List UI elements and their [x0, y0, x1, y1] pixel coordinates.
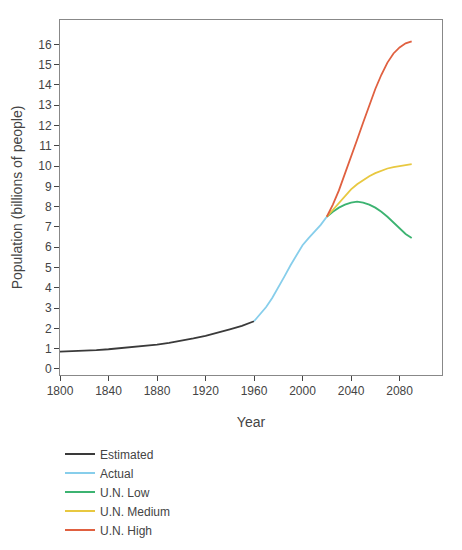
svg-text:1920: 1920 — [192, 384, 219, 398]
svg-text:Population (billions of people: Population (billions of people) — [9, 106, 25, 290]
svg-text:U.N. High: U.N. High — [100, 524, 152, 538]
svg-text:Year: Year — [237, 414, 266, 430]
svg-text:U.N. Medium: U.N. Medium — [100, 505, 170, 519]
svg-text:13: 13 — [38, 98, 52, 112]
svg-text:U.N. Low: U.N. Low — [100, 486, 150, 500]
svg-text:16: 16 — [38, 38, 52, 52]
svg-text:4: 4 — [45, 281, 52, 295]
svg-text:Estimated: Estimated — [100, 448, 153, 462]
svg-text:2000: 2000 — [289, 384, 316, 398]
svg-text:2040: 2040 — [338, 384, 365, 398]
svg-text:9: 9 — [45, 180, 52, 194]
svg-text:10: 10 — [38, 159, 52, 173]
svg-text:1: 1 — [45, 342, 52, 356]
svg-text:2080: 2080 — [386, 384, 413, 398]
svg-text:7: 7 — [45, 220, 52, 234]
svg-text:8: 8 — [45, 200, 52, 214]
svg-text:14: 14 — [38, 78, 52, 92]
svg-text:1880: 1880 — [144, 384, 171, 398]
svg-text:1800: 1800 — [47, 384, 74, 398]
svg-text:12: 12 — [38, 119, 52, 133]
svg-text:15: 15 — [38, 58, 52, 72]
svg-text:0: 0 — [45, 362, 52, 376]
svg-text:5: 5 — [45, 261, 52, 275]
svg-text:1840: 1840 — [95, 384, 122, 398]
svg-text:3: 3 — [45, 301, 52, 315]
svg-text:Actual: Actual — [100, 467, 133, 481]
svg-text:2: 2 — [45, 322, 52, 336]
svg-text:6: 6 — [45, 240, 52, 254]
svg-text:11: 11 — [39, 139, 52, 153]
svg-text:1960: 1960 — [241, 384, 268, 398]
